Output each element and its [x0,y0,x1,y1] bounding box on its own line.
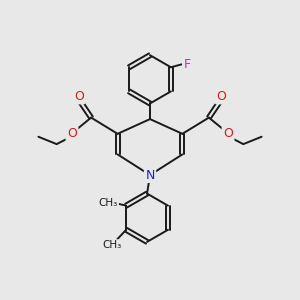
Text: CH₃: CH₃ [99,198,118,208]
Text: CH₃: CH₃ [103,240,122,250]
Text: O: O [223,127,233,140]
Text: F: F [184,58,191,71]
Text: O: O [216,90,226,103]
Text: O: O [74,90,84,103]
Text: N: N [145,169,155,182]
Text: O: O [67,127,77,140]
